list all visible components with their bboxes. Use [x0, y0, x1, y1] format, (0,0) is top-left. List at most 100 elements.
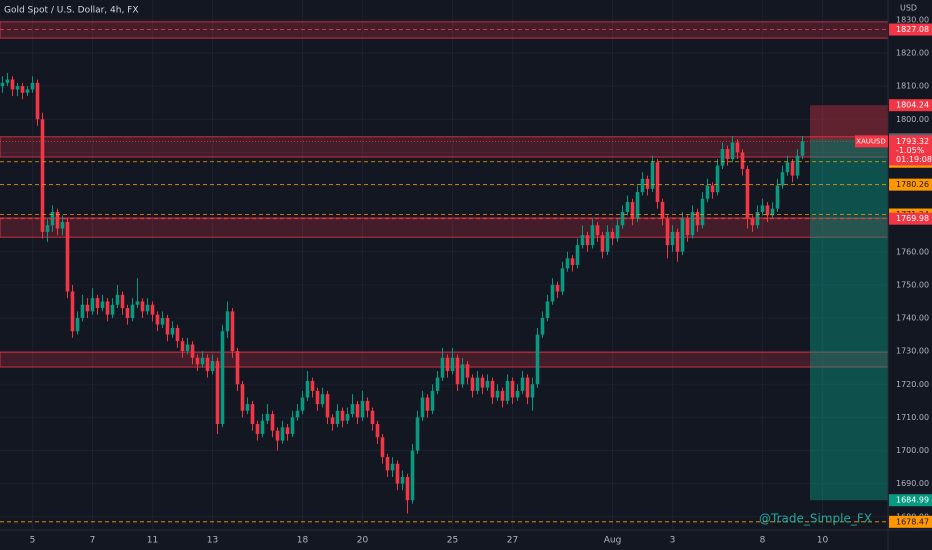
candle-body: [320, 394, 325, 405]
candle-body: [740, 152, 745, 169]
candle-body: [450, 357, 455, 371]
candle-body: [585, 235, 590, 246]
candle-body: [490, 380, 495, 398]
target-zone: [810, 139, 888, 501]
candle-body: [775, 185, 780, 209]
candle-body: [170, 327, 175, 335]
price-label: 1678.47: [896, 517, 929, 526]
watermark: @Trade_Simple_FX: [759, 512, 872, 526]
y-tick-label: 1820.00: [896, 49, 929, 58]
y-tick-label: 1700.00: [896, 446, 929, 455]
candle-body: [290, 417, 295, 434]
candle-body: [195, 357, 200, 365]
candle-body: [35, 82, 40, 120]
x-tick-label: 3: [670, 536, 676, 546]
candle-body: [465, 364, 470, 378]
candle-body: [470, 377, 475, 391]
x-tick-label: 20: [357, 536, 369, 546]
candle-body: [680, 218, 685, 252]
candle-body: [590, 225, 595, 246]
candle-body: [545, 301, 550, 318]
candle-body: [530, 384, 535, 398]
x-tick-label: 8: [760, 536, 766, 546]
candle-body: [15, 86, 20, 90]
candle-body: [375, 424, 380, 438]
candle-body: [155, 314, 160, 325]
candle-body: [180, 341, 185, 352]
candle-body: [515, 390, 520, 398]
candle-body: [20, 86, 25, 93]
candles: [0, 72, 805, 514]
candle-body: [640, 178, 645, 193]
candle-body: [405, 477, 410, 501]
x-tick-label: 25: [447, 536, 458, 546]
candle-body: [245, 404, 250, 411]
price-label: 1780.26: [896, 180, 929, 189]
candle-body: [645, 178, 650, 189]
y-tick-label: 1720.00: [896, 380, 929, 389]
x-tick-label: 5: [30, 536, 36, 546]
candle-body: [440, 357, 445, 378]
candle-body: [285, 427, 290, 434]
candle-body: [340, 410, 345, 421]
candle-body: [655, 162, 660, 203]
levels: [0, 29, 888, 523]
candle-body: [360, 400, 365, 418]
candle-body: [505, 380, 510, 401]
x-tick-label: 18: [297, 536, 309, 546]
price-label-bg: [889, 23, 932, 36]
candle-body: [760, 205, 765, 212]
candle-body: [365, 400, 370, 411]
candle-body: [630, 202, 635, 219]
candle-body: [620, 212, 625, 226]
candle-body: [95, 298, 100, 309]
candle-body: [210, 361, 215, 371]
price-label-bg: [889, 99, 932, 112]
candle-body: [560, 268, 565, 292]
candle-body: [675, 231, 680, 252]
price-label: 1804.24: [896, 101, 929, 110]
candle-body: [400, 477, 405, 484]
candle-body: [610, 231, 615, 239]
candle-body: [135, 301, 140, 305]
last-price: 1793.32: [896, 137, 929, 146]
candle-body: [125, 308, 130, 318]
candle-body: [535, 334, 540, 385]
position: [810, 105, 888, 501]
candle-body: [230, 311, 235, 352]
candle-body: [220, 331, 225, 424]
price-label-bg: [889, 178, 932, 191]
zone: [0, 21, 889, 39]
candle-body: [215, 361, 220, 424]
candle-body: [65, 221, 70, 292]
candle-body: [715, 165, 720, 193]
candle-body: [80, 304, 85, 318]
candle-body: [250, 404, 255, 424]
candle-body: [725, 149, 730, 159]
candle-body: [705, 185, 710, 199]
candle-body: [60, 221, 65, 229]
candle-body: [765, 205, 770, 216]
candle-body: [260, 420, 265, 434]
candle-body: [430, 390, 435, 411]
candle-body: [55, 212, 60, 229]
candle-body: [625, 202, 630, 212]
y-tick-label: 1810.00: [896, 82, 929, 91]
candle-body: [310, 380, 315, 391]
candle-body: [745, 168, 750, 219]
candle-body: [295, 410, 300, 418]
price-label: 1684.99: [896, 496, 929, 505]
candle-body: [265, 414, 270, 421]
candle-body: [40, 119, 45, 232]
candle-body: [325, 394, 330, 418]
x-tick-label: 13: [207, 536, 218, 546]
candle-body: [275, 430, 280, 441]
candle-body: [315, 390, 320, 405]
candle-body: [30, 82, 35, 90]
candle-body: [700, 198, 705, 226]
candle-body: [105, 301, 110, 315]
candle-body: [605, 231, 610, 252]
candle-body: [595, 225, 600, 236]
